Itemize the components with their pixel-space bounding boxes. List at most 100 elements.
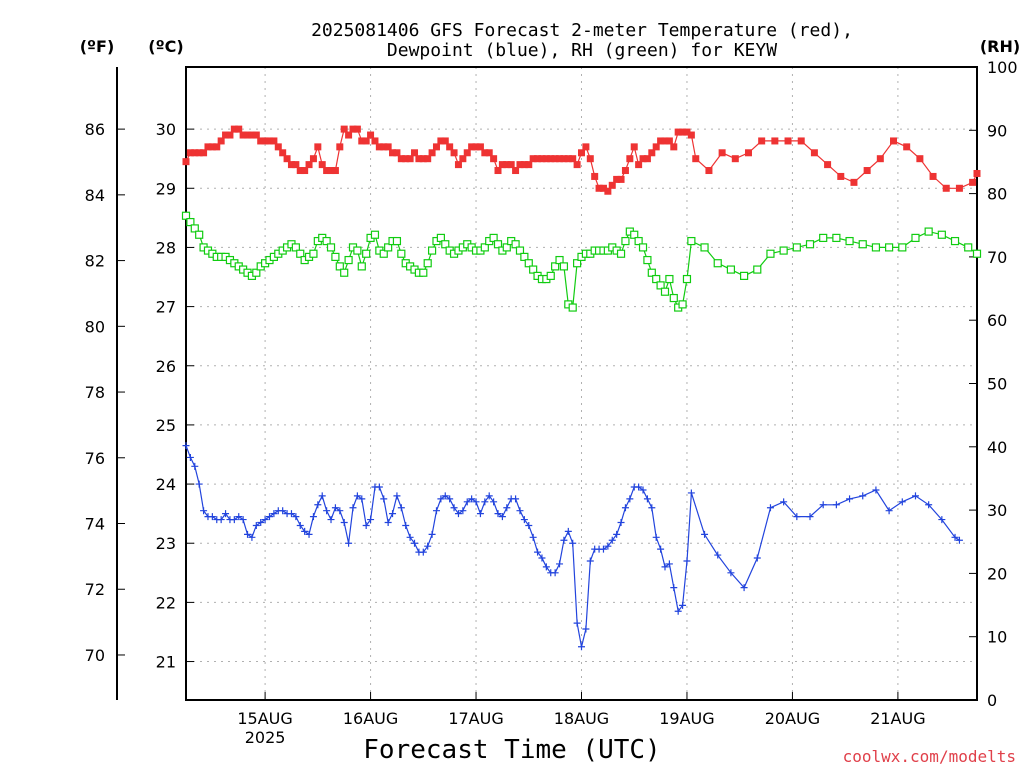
data-point-temperature (547, 155, 555, 163)
data-point-rh (181, 211, 191, 220)
x-tick-label: 18AUG (554, 709, 609, 728)
data-point-dewpoint (569, 539, 577, 547)
data-point-temperature (384, 143, 392, 151)
rh-unit-label: (RH) (980, 37, 1020, 56)
data-point-dewpoint (951, 533, 959, 541)
data-point-temperature (428, 149, 436, 157)
data-point-temperature (683, 128, 691, 136)
data-point-dewpoint (766, 504, 774, 512)
data-point-dewpoint (454, 510, 462, 518)
data-point-dewpoint (367, 516, 375, 524)
data-point-temperature (863, 167, 871, 175)
data-point-temperature (595, 184, 603, 192)
data-point-rh (573, 259, 582, 268)
data-point-rh (344, 255, 353, 265)
data-point-rh (436, 233, 445, 243)
series-temperature (182, 125, 981, 195)
data-point-rh (950, 236, 960, 246)
celsius-tick-label: 21 (156, 653, 176, 672)
data-point-dewpoint (534, 548, 542, 556)
data-point-dewpoint (846, 495, 854, 503)
data-point-dewpoint (468, 495, 476, 503)
data-point-dewpoint (217, 516, 225, 524)
data-point-dewpoint (793, 513, 801, 521)
data-point-rh (779, 246, 788, 255)
data-point-dewpoint (639, 486, 647, 494)
data-point-dewpoint (239, 516, 247, 524)
data-point-rh (515, 246, 525, 255)
fahrenheit-tick-label: 76 (85, 449, 105, 468)
celsius-unit-label: (ºC) (148, 37, 183, 56)
data-point-temperature (191, 149, 199, 157)
data-point-dewpoint (701, 530, 709, 538)
data-point-dewpoint (389, 510, 397, 518)
data-point-temperature (582, 143, 590, 151)
data-point-temperature (437, 137, 445, 145)
data-point-rh (885, 243, 894, 252)
data-point-temperature (556, 155, 564, 163)
data-point-rh (559, 262, 569, 271)
data-point-temperature (235, 125, 243, 133)
data-point-rh (871, 243, 881, 252)
data-point-dewpoint (512, 495, 520, 503)
data-point-dewpoint (657, 545, 665, 553)
data-point-temperature (608, 181, 616, 189)
data-point-temperature (244, 131, 252, 139)
data-point-temperature (265, 137, 273, 145)
data-point-temperature (784, 137, 792, 145)
data-point-dewpoint (186, 453, 194, 461)
data-point-temperature (551, 155, 559, 163)
data-point-temperature (744, 149, 752, 157)
data-point-temperature (613, 175, 621, 183)
data-point-rh (858, 240, 867, 249)
data-point-temperature (292, 161, 300, 169)
fahrenheit-unit-label: (ºF) (80, 37, 115, 56)
data-point-temperature (296, 167, 304, 175)
data-point-temperature (652, 143, 660, 151)
data-point-dewpoint (446, 495, 454, 503)
data-point-temperature (758, 137, 766, 145)
celsius-tick-label: 23 (156, 534, 176, 553)
data-point-temperature (837, 172, 845, 180)
data-point-temperature (670, 143, 678, 151)
data-point-rh (362, 249, 371, 258)
data-point-rh (687, 236, 696, 246)
celsius-tick-label: 25 (156, 416, 176, 435)
data-point-temperature (331, 167, 339, 175)
data-point-temperature (441, 137, 449, 145)
data-point-dewpoint (542, 563, 550, 571)
data-point-rh (190, 224, 199, 233)
data-point-rh (291, 243, 300, 252)
data-point-temperature (525, 161, 533, 169)
data-point-temperature (665, 137, 673, 145)
data-point-rh (511, 240, 520, 249)
data-point-temperature (687, 131, 695, 139)
data-point-rh (392, 236, 402, 246)
data-point-dewpoint (599, 545, 607, 553)
data-point-temperature (591, 172, 599, 180)
data-point-rh (186, 217, 195, 227)
data-point-rh (753, 265, 762, 274)
data-point-dewpoint (419, 548, 427, 556)
data-point-temperature (309, 155, 317, 163)
data-point-temperature (349, 125, 357, 133)
data-point-dewpoint (485, 492, 493, 500)
data-point-rh (529, 265, 538, 274)
celsius-tick-label: 22 (156, 593, 176, 612)
data-point-temperature (239, 131, 247, 139)
data-point-rh (370, 230, 380, 239)
data-point-temperature (731, 155, 739, 163)
data-point-dewpoint (753, 554, 761, 562)
data-point-dewpoint (459, 507, 467, 515)
data-point-temperature (222, 131, 230, 139)
data-point-temperature (485, 149, 493, 157)
data-point-temperature (200, 149, 208, 157)
data-point-dewpoint (551, 569, 559, 577)
data-point-temperature (705, 167, 713, 175)
data-point-temperature (490, 155, 498, 163)
data-point-rh (726, 265, 736, 274)
data-point-dewpoint (604, 542, 612, 550)
data-point-dewpoint (397, 504, 405, 512)
data-point-rh (634, 236, 643, 246)
